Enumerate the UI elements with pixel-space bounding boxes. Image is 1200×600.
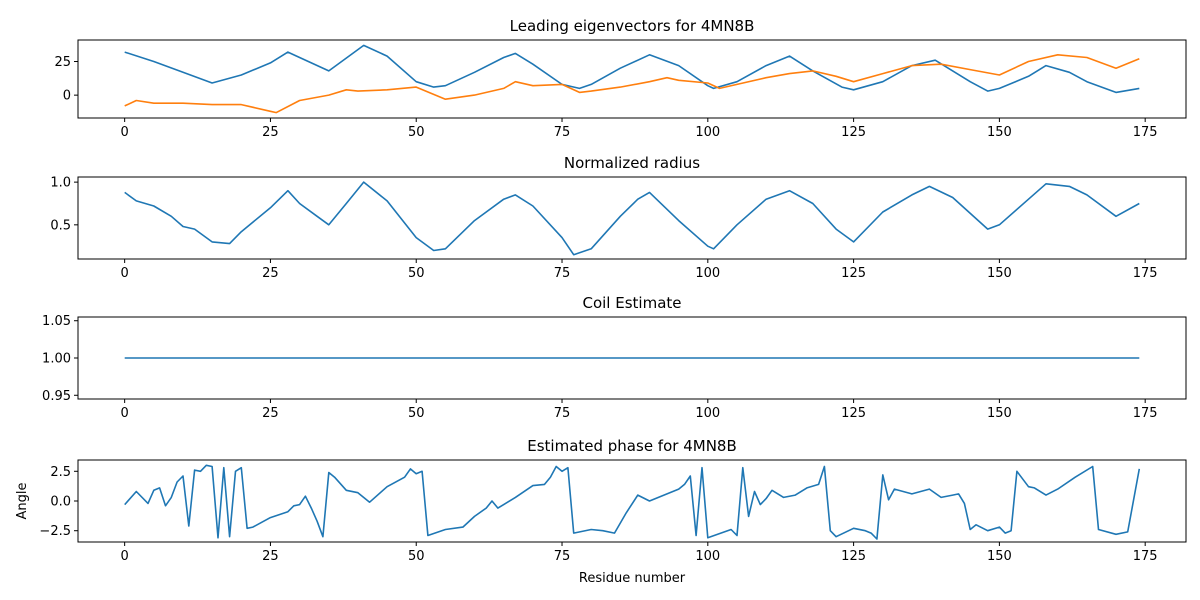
x-tick-label: 125 (841, 549, 866, 564)
y-tick-label: 0.5 (50, 218, 71, 233)
y-tick-label: 0.95 (42, 389, 71, 404)
x-tick-label: 100 (695, 549, 720, 564)
y-tick-label: 0.0 (50, 495, 71, 510)
x-tick-label: 25 (262, 125, 279, 140)
chart-panel-3: Coil Estimate 0 25 50 75 100 125 150 175 0.95 1.00… (42, 294, 1187, 421)
x-tick-label: 125 (841, 125, 866, 140)
chart-title: Normalized radius (564, 154, 700, 172)
y-tick-label: 0 (63, 89, 71, 104)
chart-title: Coil Estimate (582, 294, 681, 312)
x-tick-label: 175 (1133, 266, 1158, 281)
x-tick-label: 0 (121, 406, 129, 421)
x-tick-label: 25 (262, 266, 279, 281)
y-tick-label: 1.05 (42, 314, 71, 329)
x-tick-label: 150 (987, 266, 1012, 281)
x-tick-label: 50 (408, 406, 425, 421)
x-tick-label: 25 (262, 406, 279, 421)
x-tick-label: 100 (695, 406, 720, 421)
x-tick-label: 75 (554, 125, 571, 140)
y-axis-label: Angle (15, 483, 30, 520)
x-tick-label: 50 (408, 549, 425, 564)
x-tick-label: 125 (841, 266, 866, 281)
y-tick-label: 25 (54, 55, 71, 70)
x-tick-label: 50 (408, 266, 425, 281)
chart-panel-1: Leading eigenvectors for 4MN8B 0 25 50 75 100… (54, 17, 1187, 140)
y-tick-label: −2.5 (39, 524, 71, 539)
chart-title: Leading eigenvectors for 4MN8B (510, 17, 755, 35)
y-tick-label: 1.00 (42, 352, 71, 367)
x-tick-label: 150 (987, 549, 1012, 564)
x-tick-label: 0 (121, 549, 129, 564)
x-tick-label: 0 (121, 266, 129, 281)
series-line-4-1 (124, 464, 1141, 540)
x-tick-label: 100 (695, 125, 720, 140)
plot-frame (77, 176, 1187, 260)
chart-title: Estimated phase for 4MN8B (527, 437, 737, 455)
x-axis-label: Residue number (579, 571, 686, 586)
x-tick-label: 75 (554, 406, 571, 421)
series-line-1-2 (124, 53, 1140, 114)
chart-panel-2: Normalized radius 0 25 50 75 100 125 150 175 0.5 1… (50, 154, 1187, 281)
x-tick-label: 75 (554, 266, 571, 281)
x-tick-label: 0 (121, 125, 129, 140)
x-tick-label: 150 (987, 125, 1012, 140)
chart-panel-4: Estimated phase for 4MN8B 0 25 50 75 100 125 15… (15, 437, 1187, 586)
y-tick-label: 1.0 (50, 176, 71, 191)
x-tick-label: 150 (987, 406, 1012, 421)
x-tick-label: 175 (1133, 406, 1158, 421)
x-tick-label: 75 (554, 549, 571, 564)
x-tick-label: 175 (1133, 125, 1158, 140)
series-line-1-1 (124, 44, 1140, 94)
y-tick-label: 2.5 (50, 465, 71, 480)
x-tick-label: 25 (262, 549, 279, 564)
plot-frame (77, 39, 1187, 119)
x-tick-label: 100 (695, 266, 720, 281)
series-line-2-1 (124, 181, 1140, 256)
x-tick-label: 125 (841, 406, 866, 421)
x-tick-label: 50 (408, 125, 425, 140)
x-tick-label: 175 (1133, 549, 1158, 564)
